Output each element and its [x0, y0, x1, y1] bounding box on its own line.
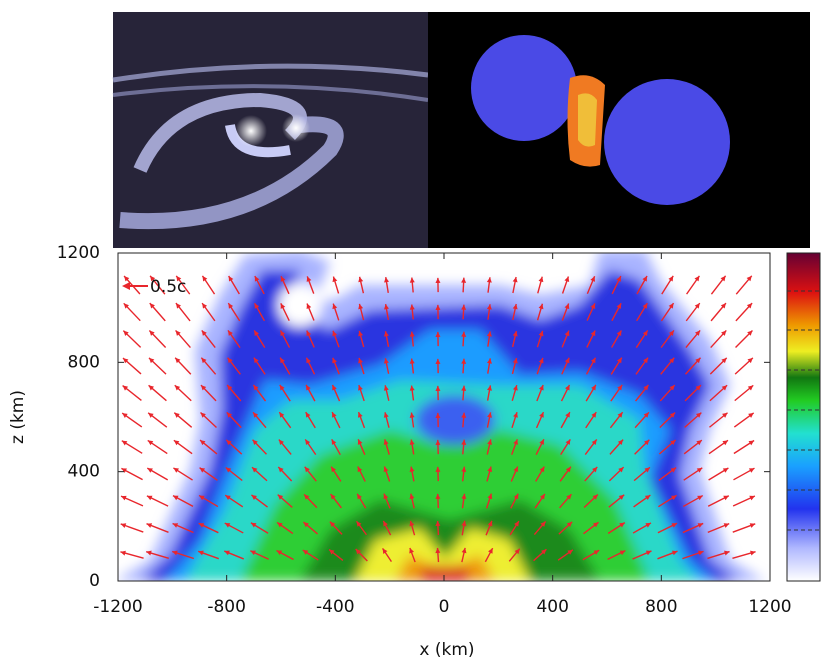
merger-simulation	[428, 12, 810, 248]
x-tick-label: 1200	[748, 597, 791, 617]
x-tick-label: -400	[316, 597, 355, 617]
x-tick-label: 400	[536, 597, 568, 617]
x-tick-label: -800	[207, 597, 246, 617]
y-tick-label: 800	[68, 352, 100, 372]
x-tick-label: 800	[645, 597, 677, 617]
y-tick-label: 0	[89, 571, 100, 591]
y-tick-label: 1200	[57, 243, 100, 263]
x-tick-label: 0	[439, 597, 450, 617]
density-field	[115, 250, 770, 581]
scale-label: 0.5c	[150, 277, 186, 297]
y-tick-label: 400	[68, 462, 100, 482]
colorbar	[787, 253, 820, 581]
x-axis-label: x (km)	[419, 640, 474, 660]
y-axis-label: z (km)	[8, 390, 28, 444]
x-tick-label: -1200	[93, 597, 142, 617]
merger-illustration	[113, 12, 428, 248]
